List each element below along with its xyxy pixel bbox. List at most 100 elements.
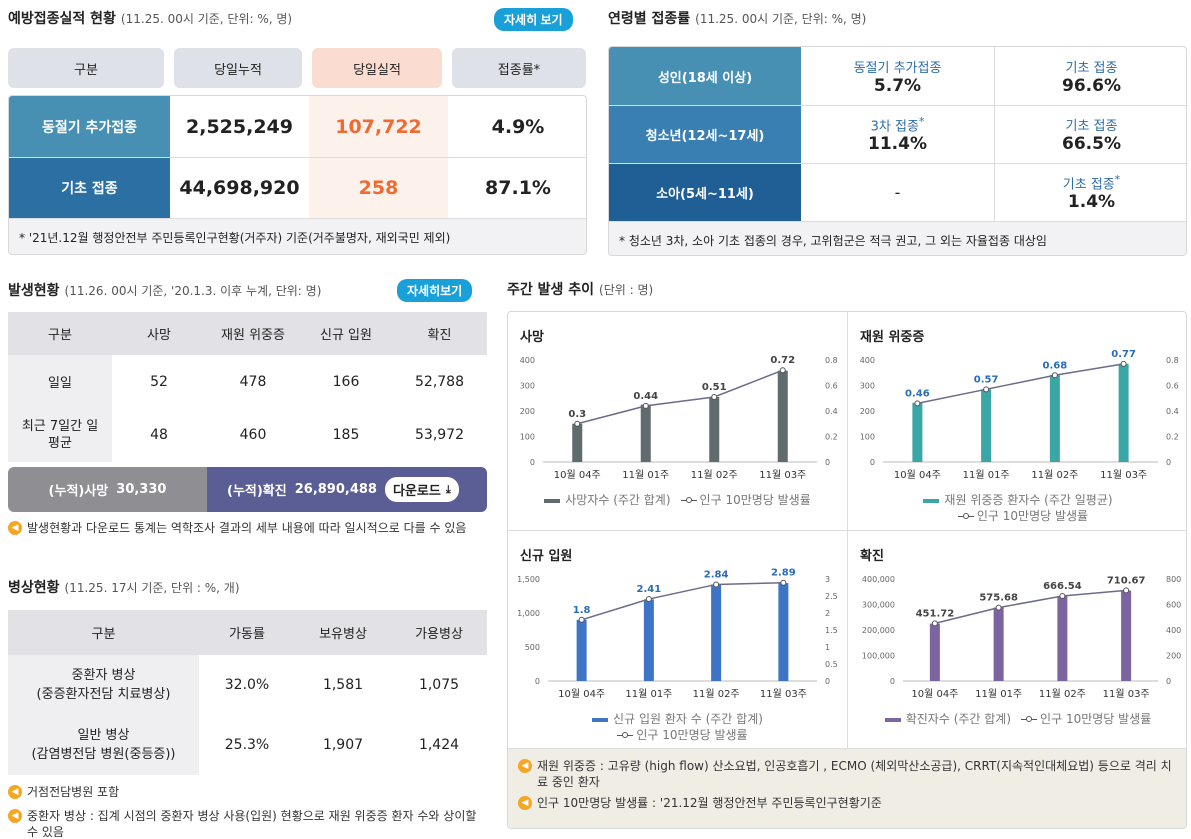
y2-tick-label: 1.5 [825, 626, 838, 635]
data-label: 575.68 [979, 593, 1018, 604]
y-tick-label: 400,000 [862, 575, 895, 584]
legend-bar-label: 확진자수 (주간 합계) [905, 712, 1012, 726]
occ-cell: 478 [239, 373, 267, 390]
rate-point [642, 402, 649, 409]
chart-critical: 재원 위중증 0 100 200 300 400 0 0.2 0.4 0.6 0.8 10월 04주 1… [848, 312, 1186, 530]
y2-tick-label: 0.6 [1166, 382, 1179, 391]
bar [929, 623, 940, 681]
x-tick-label: 11월 02주 [691, 469, 738, 481]
bar [777, 370, 788, 462]
weekly-note-text: 재원 위중증 : 고유량 (high flow) 산소요법, 인공호흡기 , E… [537, 759, 1172, 789]
weekly-section-title: 주간 발생 추이 (단위 : 명) [507, 279, 653, 299]
rate-line [917, 363, 1124, 405]
speaker-icon: ◀ [518, 759, 532, 773]
rate-point [983, 386, 990, 393]
age-cell-a: 동절기 추가접종 5.7% [801, 47, 994, 105]
y2-tick-label: 0.2 [825, 433, 838, 442]
beds-table: 구분 가동률 보유병상 가용병상 중환자 병상 (중증환자전담 치료병상) 32.… [8, 610, 487, 775]
beds-section-title: 병상현황 (11.25. 17시 기준, 단위 : %, 개) [8, 577, 240, 597]
beds-note-text: 중환자 병상 : 집계 시점의 중환자 병상 사용(입원) 현황으로 재원 위중… [27, 809, 477, 839]
occ-detail-button[interactable]: 자세히보기 [397, 279, 473, 302]
data-label: 0.57 [974, 374, 999, 385]
age-cell-value: 96.6% [1062, 75, 1121, 96]
y-tick-label: 1,000 [517, 609, 540, 618]
chart-admission: 신규 입원 0 500 1,000 1,500 0 0.5 1 1.5 2 2.5 3 10월 04주 1… [508, 531, 847, 748]
rate-point [931, 620, 938, 627]
cum-death-label: (누적)사망 [48, 484, 109, 499]
y-tick-label: 100,000 [862, 652, 895, 661]
data-label: 666.54 [1043, 581, 1082, 592]
y-tick-label: 300 [520, 382, 535, 391]
x-tick-label: 11월 02주 [1039, 688, 1086, 700]
weekly-notes: ◀ 재원 위중증 : 고유량 (high flow) 산소요법, 인공호흡기 , … [508, 748, 1186, 828]
age-cell-a: - [894, 183, 901, 202]
bar [711, 584, 722, 681]
x-tick-label: 11월 01주 [625, 688, 672, 700]
beds-cell: 32.0% [224, 677, 270, 693]
age-subtitle: (11.25. 00시 기준, 단위: %, 명) [695, 12, 867, 26]
weekly-title: 주간 발생 추이 [507, 282, 595, 298]
data-label: 451.72 [916, 608, 955, 619]
age-footnote: * 청소년 3차, 소아 기초 접종의 경우, 고위험군은 적극 권고, 그 외… [609, 221, 1186, 255]
bar [1118, 363, 1129, 462]
rate-point [711, 393, 718, 400]
age-cell-value: 1.4% [1067, 192, 1116, 213]
y-tick-label: 100 [520, 433, 535, 442]
x-tick-label: 11월 02주 [693, 688, 740, 700]
data-label: 2.89 [771, 568, 796, 579]
y-tick-label: 1,500 [517, 575, 540, 584]
y2-tick-label: 0.2 [1166, 433, 1179, 442]
bar [643, 599, 654, 681]
beds-cell: 1,075 [418, 677, 460, 693]
x-tick-label: 11월 03주 [1100, 469, 1147, 481]
vacc-table: 동절기 추가접종 2,525,249 107,722 4.9% 기초 접종 44… [8, 95, 587, 255]
speaker-icon: ◀ [8, 809, 22, 823]
vacc-row-rate: 4.9% [491, 115, 545, 138]
occ-row-label: 최근 7일간 일평균 [8, 408, 112, 462]
vacc-header-category: 구분 [8, 48, 164, 88]
bar [1121, 590, 1132, 681]
rate-point [1059, 593, 1066, 600]
data-label: 0.72 [770, 355, 795, 366]
occ-header: 재원 위중증 [221, 328, 285, 343]
chart-legend: 재원 위중증 환자수 (주간 일평균) 인구 10만명당 발생률 [848, 492, 1186, 524]
y2-tick-label: 0 [1166, 677, 1171, 686]
x-tick-label: 11월 02주 [1031, 469, 1078, 481]
data-label: 0.44 [633, 391, 658, 402]
vacc-detail-button[interactable]: 자세히 보기 [494, 8, 573, 31]
chart-legend: 사망자수 (주간 합계) 인구 10만명당 발생률 [508, 492, 847, 508]
y-tick-label: 400 [860, 356, 875, 365]
age-section-title: 연령별 접종률 (11.25. 00시 기준, 단위: %, 명) [608, 8, 866, 28]
bar [1049, 374, 1060, 462]
beds-cell: 1,424 [418, 737, 460, 753]
data-label: 2.41 [637, 584, 662, 595]
x-tick-label: 10월 04주 [894, 469, 941, 481]
age-cell-label: 기초 접종 [1065, 60, 1118, 76]
y2-tick-label: 3 [825, 575, 830, 584]
occ-header: 확진 [427, 328, 452, 343]
occ-row-label: 일일 [8, 355, 112, 408]
legend-bar-label: 사망자수 (주간 합계) [565, 493, 671, 507]
chart-title: 사망 [520, 330, 544, 345]
age-cell-value: 5.7% [873, 75, 922, 96]
rate-point [645, 596, 652, 603]
cum-death-box: (누적)사망 30,330 [8, 467, 207, 512]
weekly-note-1: ◀ 재원 위중증 : 고유량 (high flow) 산소요법, 인공호흡기 , … [518, 758, 1178, 790]
data-label: 0.77 [1111, 349, 1136, 360]
y2-tick-label: 0 [1166, 458, 1171, 467]
age-cell-label: 기초 접종 [1065, 119, 1118, 134]
legend-rate-label: 인구 10만명당 발생률 [1040, 712, 1152, 726]
weekly-charts-panel: 사망 0 100 200 300 400 0 0.2 0.4 0.6 0.8 10월 04주 11월 0… [507, 311, 1187, 829]
vacc-row-label: 동절기 추가접종 [9, 96, 170, 157]
y2-tick-label: 600 [1166, 601, 1181, 610]
rate-point [574, 420, 581, 427]
age-cell-value: 11.4% [868, 134, 927, 155]
legend-bar-swatch [884, 717, 901, 722]
download-button[interactable]: 다운로드 ⤓ [384, 477, 459, 502]
y-tick-label: 200 [860, 407, 875, 416]
occ-header: 사망 [147, 328, 171, 343]
chart-legend: 신규 입원 환자 수 (주간 합계) 인구 10만명당 발생률 [508, 711, 847, 743]
cum-death-value: 30,330 [116, 482, 167, 497]
y2-tick-label: 200 [1166, 652, 1181, 661]
weekly-subtitle: (단위 : 명) [599, 283, 654, 297]
